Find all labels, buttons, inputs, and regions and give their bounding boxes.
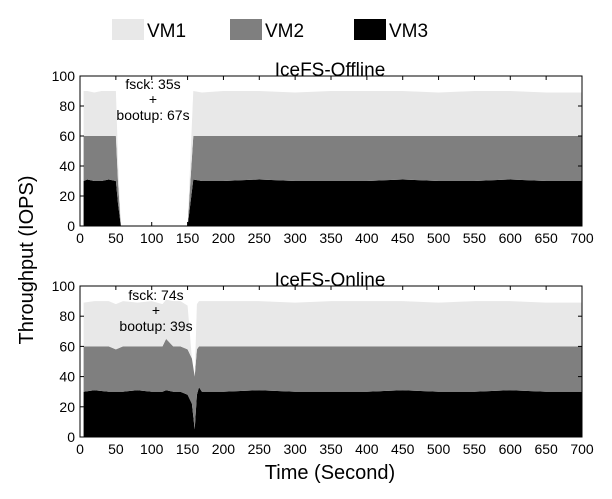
x-tick-label: 500 xyxy=(427,230,451,246)
y-tick-label: 0 xyxy=(67,429,75,445)
x-tick-label: 400 xyxy=(355,230,379,246)
x-axis-label: Time (Second) xyxy=(265,462,395,484)
y-tick-label: 60 xyxy=(59,128,75,144)
y-tick-label: 100 xyxy=(52,68,76,84)
x-tick-label: 150 xyxy=(176,230,200,246)
x-tick-label: 600 xyxy=(499,441,523,457)
y-axis-label: Throughput (IOPS) xyxy=(16,176,38,345)
area-vm3 xyxy=(83,179,582,226)
x-tick-label: 700 xyxy=(570,441,594,457)
panel-icefs-online: IceFS-Online 0 50 100 150 200 250 300 350 400 450… xyxy=(52,270,594,457)
x-tick-label: 350 xyxy=(319,441,343,457)
y-tick-label: 20 xyxy=(59,399,75,415)
legend-swatch-vm2 xyxy=(230,19,262,40)
x-tick-label: 100 xyxy=(140,441,164,457)
x-tick-label: 0 xyxy=(76,230,84,246)
area-vm3 xyxy=(83,387,582,437)
x-tick-label: 100 xyxy=(140,230,164,246)
x-tick-label: 150 xyxy=(176,441,200,457)
y-tick-label: 80 xyxy=(59,98,75,114)
x-tick-label: 50 xyxy=(108,441,124,457)
area-layers xyxy=(83,91,582,226)
x-tick-label: 300 xyxy=(283,230,307,246)
panel-icefs-offline: IceFS-Offline 0 50 100 150 200 250 300 350 400 45… xyxy=(52,60,594,246)
x-tick-label: 0 xyxy=(76,441,84,457)
x-tick-label: 200 xyxy=(212,441,236,457)
x-tick-label: 650 xyxy=(534,441,558,457)
x-tick-label: 450 xyxy=(391,230,415,246)
area-vm2 xyxy=(83,338,582,430)
annotation-line-1: fsck: 35s xyxy=(125,76,180,92)
legend-label-vm3: VM3 xyxy=(389,21,428,42)
area-vm1 xyxy=(83,299,582,377)
x-tick-label: 600 xyxy=(499,230,523,246)
annotation-offline: fsck: 35s + bootup: 67s xyxy=(116,76,189,123)
annotation-line-3: bootup: 67s xyxy=(116,107,189,123)
x-tick-label: 400 xyxy=(355,441,379,457)
axes: 0 50 100 150 200 250 300 350 400 450 500 550 600 650 7… xyxy=(52,278,594,457)
area-layers xyxy=(83,299,582,437)
x-tick-label: 350 xyxy=(319,230,343,246)
area-vm1 xyxy=(83,91,582,226)
y-tick-label: 60 xyxy=(59,338,75,354)
panel-title: IceFS-Online xyxy=(275,270,386,291)
annotation-line-1: fsck: 74s xyxy=(128,287,183,303)
x-tick-label: 450 xyxy=(391,441,415,457)
annotation-line-2: + xyxy=(149,91,157,107)
x-tick-label: 200 xyxy=(212,230,236,246)
y-tick-label: 80 xyxy=(59,308,75,324)
x-tick-label: 500 xyxy=(427,441,451,457)
y-tick-label: 100 xyxy=(52,278,76,294)
x-tick-label: 650 xyxy=(534,230,558,246)
annotation-online: fsck: 74s + bootup: 39s xyxy=(119,287,192,334)
annotation-line-2: + xyxy=(152,302,160,318)
legend-label-vm2: VM2 xyxy=(265,21,304,42)
x-tick-label: 50 xyxy=(108,230,124,246)
x-tick-label: 300 xyxy=(283,441,307,457)
axes: 0 50 100 150 200 250 300 350 400 450 500 550 600 650 7… xyxy=(52,68,594,246)
annotation-line-3: bootup: 39s xyxy=(119,318,192,334)
area-vm2 xyxy=(83,136,582,226)
x-tick-label: 250 xyxy=(248,230,272,246)
legend-swatch-vm1 xyxy=(112,19,144,40)
x-tick-label: 250 xyxy=(248,441,272,457)
x-tick-label: 550 xyxy=(463,441,487,457)
y-tick-label: 0 xyxy=(67,218,75,234)
x-tick-label: 700 xyxy=(570,230,594,246)
legend-swatch-vm3 xyxy=(354,19,386,40)
x-tick-label: 550 xyxy=(463,230,487,246)
panel-title: IceFS-Offline xyxy=(275,60,386,81)
legend: VM1 VM2 VM3 xyxy=(112,19,428,42)
y-tick-label: 20 xyxy=(59,188,75,204)
y-tick-label: 40 xyxy=(59,158,75,174)
legend-label-vm1: VM1 xyxy=(147,21,186,42)
y-tick-label: 40 xyxy=(59,369,75,385)
